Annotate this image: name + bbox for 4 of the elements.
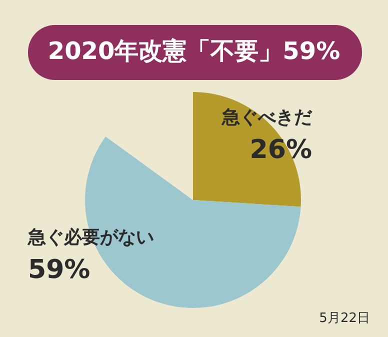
slice-label: 急ぐ必要がない [27, 227, 154, 248]
data-label: 59% [28, 255, 90, 285]
text: 5月22日 [319, 311, 370, 326]
chart-title: 2020年改憲「不要」59% [48, 37, 340, 65]
